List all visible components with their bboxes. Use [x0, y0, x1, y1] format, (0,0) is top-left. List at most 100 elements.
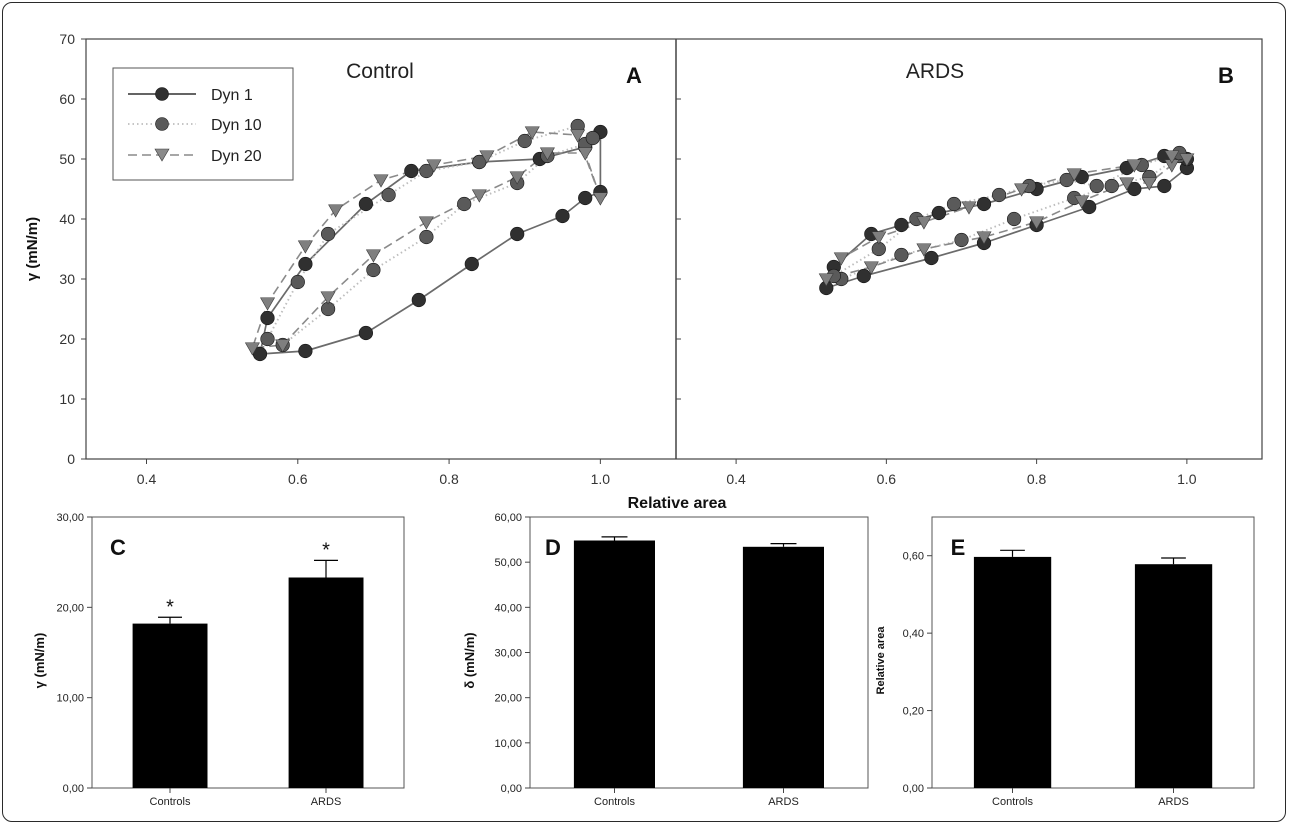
panel-a-point-dyn1 [358, 325, 374, 341]
shared-x-axis-label: Relative area [628, 495, 727, 512]
panel-a-point-dyn10 [457, 196, 472, 212]
panel-a-point-dyn20 [418, 216, 434, 230]
panel-a-point-dyn20 [260, 297, 276, 311]
legend-label-dyn10: Dyn 10 [211, 117, 262, 134]
panel-a-y-axis-label: γ (mN/m) [24, 217, 41, 281]
panel-a-point-dyn10 [419, 229, 434, 245]
panel-b-x-tick-label: 0.4 [726, 471, 746, 487]
panel-a-letter: A [626, 63, 642, 88]
panel-a-point-dyn20 [365, 249, 381, 263]
panel-e-bar-ards [1134, 564, 1213, 788]
panel-d-letter: D [545, 535, 561, 560]
panel-e-bar-controls [973, 556, 1052, 788]
panel-a-point-dyn1 [578, 190, 593, 206]
panel-a-point-dyn10 [290, 274, 305, 290]
panel-e-y-tick-label: 0,40 [903, 628, 924, 640]
panel-a-y-tick-label: 40 [59, 211, 75, 227]
panel-b-point-dyn20 [1119, 177, 1135, 191]
panel-c-frame [91, 516, 405, 789]
panel-b-x-tick-label: 0.8 [1027, 471, 1047, 487]
panel-a-y-tick-label: 50 [59, 151, 75, 167]
panel-a-point-dyn1 [510, 226, 525, 242]
panel-c-x-tick-label: Controls [150, 796, 191, 808]
legend-label-dyn20: Dyn 20 [211, 148, 262, 165]
panel-b-point-dyn20 [863, 261, 879, 275]
panel-b-point-dyn10 [946, 196, 962, 212]
panel-a-x-tick-label: 0.4 [137, 471, 157, 487]
panel-a-point-dyn1 [298, 256, 313, 272]
panel-a-point-dyn10 [321, 226, 336, 242]
panel-d-bar-ards [742, 546, 824, 788]
panel-b-point-dyn20 [1029, 216, 1045, 230]
panel-e-y-tick-label: 0,60 [903, 551, 924, 563]
panel-c-y-tick-label: 20,00 [56, 602, 84, 614]
panel-a-title: Control [346, 60, 414, 83]
panel-c-significance-mark: * [322, 539, 330, 561]
panel-b-point-dyn20 [818, 273, 834, 287]
panel-a-point-dyn20 [577, 147, 593, 161]
panel-b-title: ARDS [906, 60, 964, 83]
panel-b-point-dyn20 [1179, 153, 1195, 167]
panel-d-y-axis-label: δ (mN/m) [462, 632, 477, 688]
panel-d-y-tick-label: 50,00 [494, 557, 522, 569]
panel-b-point-dyn1 [924, 250, 939, 266]
panel-b: 0.4 0.6 0.8 1.0 [676, 38, 1197, 487]
panel-a-point-dyn10 [585, 130, 600, 146]
legend-marker-dyn10 [155, 117, 169, 131]
panel-b-point-dyn20 [1014, 183, 1030, 197]
panel-e-frame [931, 516, 1255, 789]
panel-a-point-dyn1 [464, 256, 479, 272]
panel-a-point-dyn20 [297, 240, 313, 254]
panel-a-y-tick-label: 10 [59, 391, 75, 407]
panel-e-y-axis-label: Relative area [875, 626, 887, 695]
panel-a-point-dyn10 [381, 187, 396, 203]
panel-b-point-dyn10 [1006, 211, 1022, 227]
panel-a-point-dyn20 [570, 129, 586, 143]
panel-d-x-tick-label: ARDS [768, 796, 799, 808]
panel-d-bar-controls [573, 540, 655, 788]
panel-b-series-dyn1-line [825, 155, 1188, 289]
panel-a-point-dyn1 [555, 208, 570, 224]
panel-c-bar-ards [288, 577, 364, 788]
panel-b-point-dyn10 [894, 247, 909, 263]
panel-a-y-tick-label: 70 [59, 31, 75, 47]
panel-b-point-dyn20 [1126, 159, 1142, 173]
panel-a-point-dyn20 [320, 291, 336, 305]
panel-b-point-dyn20 [916, 243, 932, 257]
legend-marker-dyn1 [155, 87, 169, 101]
panel-a-x-tick-label: 1.0 [591, 471, 611, 487]
panel-c-y-tick-label: 0,00 [63, 783, 84, 795]
panel-c-y-tick-label: 30,00 [56, 512, 84, 524]
panel-b-point-dyn10 [1089, 178, 1104, 194]
panel-b-point-dyn20 [976, 231, 992, 245]
panel-a-point-dyn20 [275, 339, 291, 353]
legend-marker-dyn20 [154, 148, 170, 162]
panel-a-point-dyn1 [404, 163, 419, 179]
panel-c-y-axis-label: γ (mN/m) [32, 633, 47, 689]
panel-d-y-tick-label: 10,00 [494, 738, 522, 750]
panel-a-series-dyn10-line [266, 125, 594, 346]
panel-b-x-tick-label: 0.6 [877, 471, 897, 487]
panel-a-y-tick-label: 0 [67, 451, 75, 467]
panel-b-point-dyn10 [991, 187, 1007, 203]
legend: Dyn 1 Dyn 10 Dyn 20 [112, 67, 294, 181]
panel-b-point-dyn20 [871, 231, 887, 245]
panel-a-x-tick-label: 0.6 [288, 471, 308, 487]
panel-a-point-dyn20 [426, 159, 442, 173]
panel-b-point-dyn10 [1104, 178, 1119, 194]
panel-e: 0,00 0,20 0,40 0,60 Relative area E Controls AR… [875, 516, 1255, 808]
panel-c-x-tick-label: ARDS [311, 796, 342, 808]
panel-a-point-dyn1 [260, 310, 275, 326]
panel-a-point-dyn10 [517, 133, 532, 149]
panel-a-point-dyn20 [471, 189, 487, 203]
panel-a-point-dyn1 [358, 196, 374, 212]
panel-a: 0 10 20 30 40 50 60 70 0.4 0.6 0.8 1.0 [59, 31, 610, 487]
panel-c: 0,00 10,00 20,00 30,00 γ (mN/m) C Controls * ARD… [32, 512, 405, 808]
panel-e-y-tick-label: 0,00 [903, 783, 924, 795]
panel-a-point-dyn20 [328, 204, 344, 218]
top-plot-area [85, 38, 1263, 460]
panel-c-y-tick-label: 10,00 [56, 693, 84, 705]
panel-d-y-tick-label: 60,00 [494, 512, 522, 524]
panel-a-y-tick-label: 60 [59, 91, 75, 107]
panel-b-x-tick-label: 1.0 [1177, 471, 1197, 487]
